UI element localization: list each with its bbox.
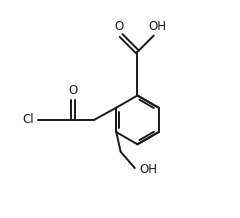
Text: Cl: Cl (22, 113, 34, 126)
Text: OH: OH (148, 20, 166, 33)
Text: OH: OH (140, 163, 158, 176)
Text: O: O (68, 84, 77, 97)
Text: O: O (114, 20, 124, 33)
